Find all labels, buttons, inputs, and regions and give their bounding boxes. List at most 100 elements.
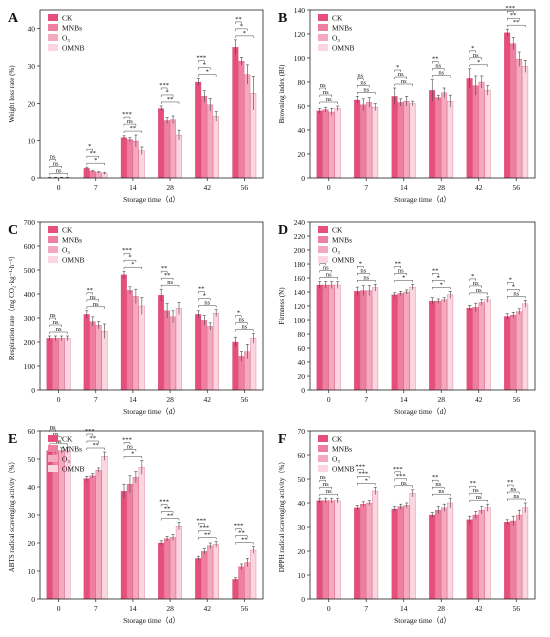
bar [238,60,245,179]
legend-label: CK [62,14,73,23]
sig-label: ns [360,267,366,274]
bar [158,295,164,391]
sig-bracket [123,259,137,263]
x-tick-label: 7 [94,604,98,613]
sig-bracket [469,285,482,288]
bar [163,538,170,600]
bar [232,341,239,391]
bar [322,284,329,391]
y-tick-label: 0 [31,386,35,395]
sig-bracket [469,64,488,67]
sig-label: * [509,276,512,283]
x-axis-label: Storage time（d） [123,616,180,625]
y-tick-label: 20 [28,99,36,108]
legend-swatch [318,465,328,472]
sig-bracket [123,456,143,459]
sig-label: ns [53,319,59,326]
sig-label: ns [326,488,332,495]
bar [328,284,335,391]
sig-bracket [507,498,526,501]
sig-bracket [86,440,99,443]
bar [322,109,329,179]
bar [504,522,511,600]
sig-label: * [165,89,168,96]
sig-label: * [128,254,131,261]
sig-bracket [394,478,407,481]
bar [64,338,71,391]
sig-bracket [432,287,451,290]
sig-bracket [319,277,338,280]
y-axis-label: Firmness (N) [278,287,286,325]
bar [158,542,164,600]
x-tick-label: 14 [400,395,408,404]
bar [435,510,442,600]
sig-bracket [319,101,338,104]
x-tick-label: 42 [475,395,483,404]
sig-bracket [235,28,248,31]
sig-label: ns [90,294,96,301]
bar [447,502,454,600]
sig-label: * [365,477,368,484]
bar [372,490,379,600]
sig-label: ** [198,286,205,293]
panel-c: Cnsnsns**nsns*********ns***ns*nsns010020… [8,218,264,416]
bar [447,294,454,391]
x-tick-label: 0 [57,395,61,404]
bar [360,104,367,179]
sig-label: ns [50,424,56,431]
bar [522,507,529,600]
bar [472,514,479,600]
sig-label: ns [363,274,369,281]
sig-bracket [160,270,168,274]
bar [195,314,202,391]
sig-bracket [507,484,514,487]
bar [409,493,416,600]
x-axis-label: Storage time（d） [394,195,451,204]
bar [441,92,448,179]
sig-bracket [160,277,174,281]
sig-bracket [432,280,445,283]
y-tick-label: 60 [298,451,306,460]
sig-label: ns [363,86,369,93]
sig-label: * [437,274,440,281]
x-tick-label: 56 [241,395,249,404]
y-tick-label: 30 [298,523,306,532]
sig-bracket [357,266,364,269]
legend-swatch [318,34,328,41]
sig-label: *** [196,55,206,62]
legend-swatch [318,445,328,452]
sig-label: ns [473,487,479,494]
sig-label: * [206,69,209,76]
x-axis-label: Storage time（d） [123,195,180,204]
bar [409,286,416,391]
sig-bracket [319,270,332,273]
sig-bracket [86,306,105,309]
sig-bracket [198,60,205,63]
sig-label: ns [204,300,210,307]
bar [89,321,96,391]
bar [52,450,59,600]
bar [478,81,485,179]
bar [447,101,454,179]
bar [163,120,170,179]
bar [244,562,251,600]
bar [126,139,133,179]
sig-label: * [396,64,399,71]
legend-label: OMNB [62,256,85,265]
sig-bracket [357,483,376,486]
sig-label: ns [476,287,482,294]
legend-label: CK [62,226,73,235]
sig-bracket [357,92,376,95]
y-tick-label: 10 [298,571,306,580]
sig-bracket [160,284,180,288]
legend-label: CK [62,435,73,444]
y-axis-label: ABTS radical scavenging activity（%） [8,458,16,573]
sig-label: *** [355,463,365,470]
sig-label: ** [507,479,514,486]
sig-label: ns [56,438,62,445]
bar [232,47,239,179]
y-tick-label: 120 [294,30,306,39]
sig-label: ** [87,287,94,294]
y-tick-label: 160 [294,274,306,283]
sig-bracket [235,535,248,538]
